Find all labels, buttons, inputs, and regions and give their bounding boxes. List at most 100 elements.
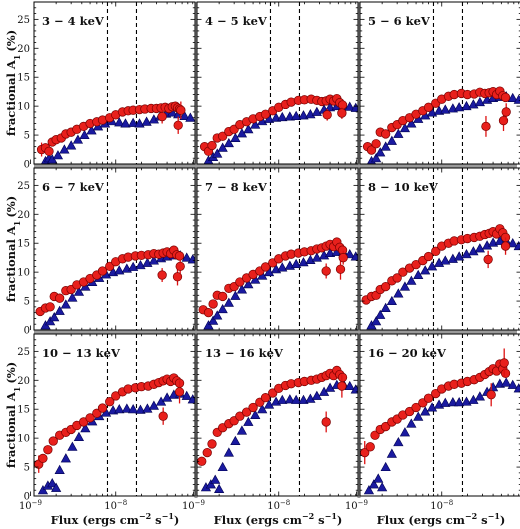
- marks: [361, 224, 520, 330]
- triangle-point: [474, 243, 485, 253]
- circle-point: [483, 254, 493, 265]
- circle-point: [381, 421, 391, 432]
- panel-label: 3 − 4 keV: [42, 14, 105, 28]
- row-separator: [34, 330, 517, 334]
- triangle-point: [66, 140, 77, 150]
- triangle-point: [230, 435, 241, 446]
- triangle-point: [80, 423, 91, 433]
- circle-point: [335, 264, 346, 274]
- circle-point: [111, 391, 121, 401]
- triangle-point: [114, 403, 125, 414]
- triangle-point: [250, 119, 261, 129]
- y-tick-label: 20: [17, 210, 30, 221]
- marks: [362, 86, 520, 164]
- panel-label: 5 − 6 keV: [368, 14, 431, 28]
- circle-point: [500, 92, 511, 103]
- y-tick-label: 15: [17, 239, 30, 250]
- circle-point: [392, 273, 402, 283]
- panel-grid: 0 5 10 15 20 25 3 − 4 keV 4 − 5 keV 5 − 6 keV 0 5 1…: [17, 1, 520, 512]
- triangle-point: [223, 297, 234, 307]
- circle-point: [365, 442, 375, 452]
- triangle-point: [440, 397, 451, 407]
- triangle-point: [205, 479, 216, 489]
- circle-point: [48, 436, 58, 446]
- triangle-point: [344, 380, 355, 391]
- triangle-point: [214, 483, 225, 494]
- triangle-point: [250, 409, 261, 419]
- y-tick-label: 10: [17, 102, 30, 113]
- triangle-point: [161, 392, 173, 402]
- triangle-point: [203, 320, 214, 330]
- ylabel-row-1: fractional A1(%): [4, 30, 22, 136]
- triangle-point: [114, 117, 125, 127]
- triangle-point: [507, 237, 518, 248]
- triangle-point: [135, 404, 146, 414]
- circle-point: [176, 105, 186, 115]
- circle-point: [158, 411, 168, 421]
- x-tick-label: 10−9: [345, 499, 368, 512]
- triangle-point: [263, 266, 275, 277]
- triangle-point: [501, 377, 512, 387]
- triangle-point: [373, 473, 384, 483]
- triangle-point: [223, 137, 234, 148]
- triangle-point: [73, 286, 85, 296]
- circle-point: [423, 102, 434, 112]
- triangle-point: [324, 247, 336, 258]
- triangle-point: [263, 399, 275, 409]
- triangle-point: [298, 110, 309, 120]
- xlabel-col-1: Flux (ergs cm−2 s−1): [51, 511, 180, 527]
- circle-point: [337, 108, 347, 118]
- triangle-point: [399, 122, 411, 133]
- triangle-point: [507, 379, 518, 389]
- triangle-point: [128, 261, 139, 271]
- y-tick-label: 5: [24, 297, 30, 308]
- circle-point: [43, 445, 53, 455]
- circle-point: [248, 402, 258, 413]
- ylabel-row-3: fractional A1(%): [4, 362, 22, 468]
- circle-point: [381, 129, 391, 139]
- circle-point: [411, 402, 421, 413]
- triangle-point: [454, 102, 465, 112]
- circle-point: [337, 372, 348, 383]
- panel: 10−9 10−8 13 − 16 keV: [182, 333, 359, 512]
- circle-point: [85, 413, 95, 423]
- triangle-point: [393, 128, 404, 138]
- triangle-point: [217, 461, 228, 472]
- triangle-point: [47, 478, 58, 488]
- triangle-point: [54, 305, 65, 315]
- circle-point: [260, 392, 271, 403]
- circle-point: [55, 293, 65, 303]
- triangle-point: [406, 418, 417, 428]
- circle-point: [241, 407, 252, 417]
- triangle-point: [474, 391, 485, 401]
- triangle-point: [52, 150, 64, 160]
- triangle-point: [447, 397, 458, 407]
- circle-point: [481, 121, 491, 132]
- circle-point: [423, 251, 434, 262]
- circle-point: [38, 453, 48, 464]
- triangle-point: [217, 303, 228, 314]
- triangle-point: [371, 316, 382, 326]
- triangle-point: [461, 248, 472, 259]
- circle-point: [157, 111, 167, 122]
- triangle-point: [363, 484, 375, 495]
- triangle-point: [134, 118, 145, 128]
- triangle-point: [344, 101, 355, 111]
- panel: 0 5 10 15 20 25 6 − 7 keV: [17, 167, 196, 337]
- y-tick-label: 25: [17, 347, 30, 358]
- triangle-point: [284, 394, 295, 404]
- panel: 4 − 5 keV: [193, 1, 359, 165]
- circle-point: [321, 266, 331, 276]
- y-tick-label: 10: [17, 268, 30, 279]
- circle-point: [97, 403, 108, 413]
- column-separator: [357, 2, 361, 498]
- y-tick-label: 25: [17, 181, 30, 192]
- triangle-point: [399, 281, 411, 291]
- triangle-point: [236, 425, 248, 435]
- triangle-point: [212, 148, 223, 158]
- triangle-point: [73, 431, 85, 441]
- circle-point: [172, 272, 183, 282]
- triangle-point: [187, 394, 195, 404]
- panel: 5 − 6 keV: [356, 1, 520, 165]
- circle-point: [486, 390, 496, 400]
